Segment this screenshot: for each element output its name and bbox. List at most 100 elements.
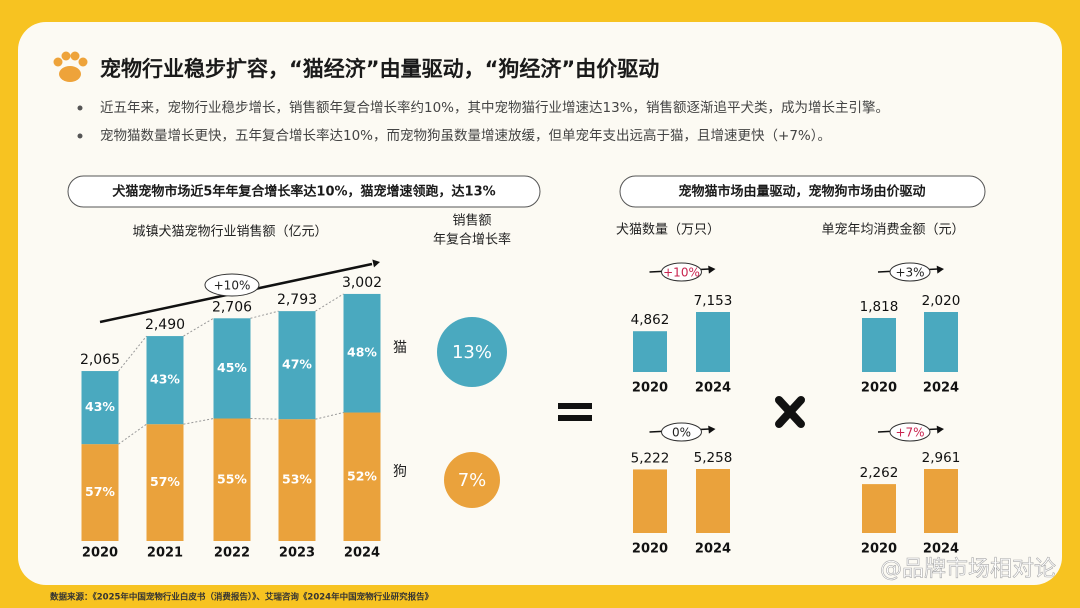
bar-segment [343,293,381,413]
x-tick-label: 2024 [923,542,959,557]
total-label: 3,002 [342,275,382,291]
source: 数据来源：《2025年中国宠物行业白皮书（消费报告）》、艾瑞咨询《2024年中国… [50,592,433,603]
arrow-head [708,425,716,434]
cagr-title: 年复合增长率 [433,232,511,248]
segment-label: 53% [282,472,312,487]
annotation-oval [661,422,702,442]
chart-title: 犬猫数量（万只） [616,223,720,238]
watermark: @品牌市场相对论 [880,557,1056,582]
times-sign [775,396,805,428]
bar [696,469,730,533]
x-tick-label: 2020 [82,546,118,561]
arrow-head [708,265,716,274]
bar [633,469,667,533]
bar-segment [146,424,184,541]
header-pill [67,175,541,208]
x-tick-label: 2020 [632,542,668,557]
annotation-oval [889,262,931,282]
bullet: 宠物猫数量增长更快，五年复合增长率达10%，而宠物狗虽数量增速放缓，但单宠年支出… [100,127,831,144]
x-tick-label: 2023 [279,546,315,561]
bar-segment [81,444,119,541]
bullet-dot [77,133,83,139]
annotation-oval [889,422,931,442]
x-tick-label: 2024 [695,542,731,557]
value-label: 2,961 [922,450,961,466]
segment-label: 43% [150,372,180,387]
segment-label: 47% [282,357,312,372]
annotation: +7% [895,426,924,440]
connector [250,418,279,420]
cagr-title: 销售额 [452,213,491,229]
bar-segment [343,412,381,541]
connector [183,317,214,337]
equals-sign [558,403,592,421]
annotation: +10% [663,266,700,280]
bar [633,331,667,372]
cagr-label: 7% [458,470,487,491]
bullet: 近五年来，宠物行业稳步增长，销售额年复合增长率约10%，其中宠物猫行业增速达13… [100,99,889,116]
annotation: +3% [895,266,924,280]
bar-segment [213,418,251,541]
segment-label: 55% [217,471,247,486]
bar [924,469,958,533]
series-name: 猫 [393,340,407,356]
annotation: +10% [214,279,251,293]
segment-label: 43% [85,399,115,414]
x-tick-label: 2020 [861,542,897,557]
arrow-head [936,425,944,434]
chart-title: 城镇犬猫宠物行业销售额（亿元） [132,224,327,240]
segment-label: 57% [150,474,180,489]
x-tick-label: 2024 [344,546,380,561]
bar-segment [81,371,119,445]
bullet-dot [77,105,83,111]
value-label: 2,262 [860,465,899,481]
chart-title: 单宠年均消费金额（元） [821,222,964,238]
connector [118,335,147,372]
bar-segment [278,419,316,541]
charts: 城镇犬猫宠物行业销售额（亿元） +10% 57% 43% 2,065 2020 57% 43%… [80,213,965,561]
x-tick-label: 2021 [147,546,183,561]
header-pill [619,175,986,208]
cagr-label: 13% [452,342,492,363]
arrow-head [936,265,944,274]
paw-icon [53,51,88,82]
connector [183,418,214,425]
segment-label: 52% [347,468,377,483]
value-label: 7,153 [694,293,733,309]
total-label: 2,490 [145,317,185,333]
segment-label: 48% [347,345,377,360]
title: 宠物行业稳步扩容，“猫经济”由量驱动，“狗经济”由价驱动 [100,57,659,81]
total-label: 2,793 [277,292,317,308]
connector [250,310,279,319]
connector [118,423,147,445]
bar [862,484,896,533]
value-label: 1,818 [860,299,899,315]
x-tick-label: 2020 [632,381,668,396]
x-tick-label: 2024 [923,381,959,396]
x-tick-label: 2020 [861,381,897,396]
series-name: 狗 [393,464,407,480]
x-tick-label: 2024 [695,381,731,396]
cagr-circle [437,317,507,387]
total-label: 2,706 [212,299,252,315]
bar [924,312,958,372]
bar-segment [278,311,316,420]
bar [862,318,896,372]
value-label: 5,258 [694,450,733,466]
cagr-circle [444,452,500,508]
right-header: 宠物猫市场由量驱动，宠物狗市场由价驱动 [678,184,925,200]
total-label: 2,065 [80,352,120,368]
value-label: 5,222 [631,450,670,466]
left-header: 犬猫宠物市场近5年年复合增长率达10%，猫宠增速领跑，达13% [112,184,495,200]
value-label: 2,020 [922,293,961,309]
bar [696,312,730,372]
connector [315,412,344,420]
arrow-head [372,259,380,268]
value-label: 4,862 [631,312,670,328]
bar-segment [213,318,251,419]
segment-label: 57% [85,484,115,499]
annotation-oval [661,262,702,282]
segment-label: 45% [217,360,247,375]
